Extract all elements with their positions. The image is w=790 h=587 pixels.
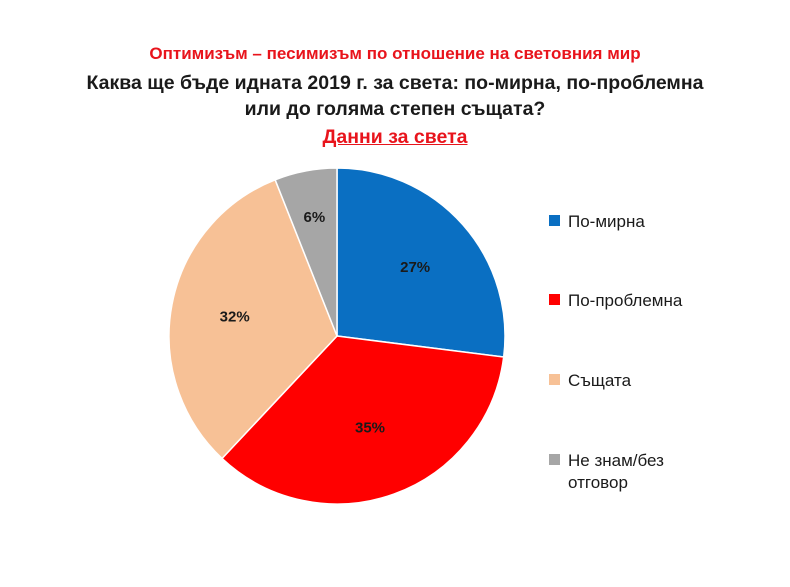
slice-sashtata-label: 32% [220, 308, 250, 325]
slice-po-problemna-label: 35% [355, 420, 385, 437]
legend-item-ne-znam: Не знам/без отговор [549, 450, 749, 494]
slice-ne-znam [274, 167, 338, 337]
pie-labels: 27% 35% 32% 6% [220, 209, 430, 436]
legend-label-ne-znam-line1: Не знам/без [568, 451, 664, 470]
legend-item-po-problemna: По-проблемна [549, 290, 749, 312]
legend-item-po-mirna: По-мирна [549, 211, 749, 233]
slice-ne-znam-label: 6% [303, 209, 325, 226]
chart-title-line1: Каква ще бъде идната 2019 г. за света: п… [86, 72, 704, 94]
legend-label-po-mirna: По-мирна [568, 212, 645, 231]
legend-item-sashtata: Същата [549, 370, 749, 392]
pie-slices [168, 167, 506, 505]
slice-po-mirna [336, 167, 506, 358]
slice-po-mirna-label: 27% [400, 259, 430, 276]
legend-swatch-po-mirna [549, 215, 560, 226]
legend-label-ne-znam-line2: отговор [568, 473, 628, 492]
chart-title-line2: или до голяма степен същата? [244, 98, 546, 120]
chart-subtitle: Данни за света [322, 126, 468, 148]
top-title: Оптимизъм – песимизъм по отношение на св… [149, 44, 641, 63]
legend-swatch-sashtata [549, 374, 560, 385]
legend-label-ne-znam: Не знам/без отговор [568, 450, 664, 494]
chart-title: Каква ще бъде идната 2019 г. за света: п… [0, 70, 790, 122]
slice-sashtata [168, 178, 338, 460]
legend-label-po-problemna: По-проблемна [568, 291, 683, 310]
legend-label-sashtata: Същата [568, 371, 632, 390]
legend-swatch-po-problemna [549, 294, 560, 305]
legend-swatch-ne-znam [549, 454, 560, 465]
slice-po-problemna [220, 335, 505, 505]
